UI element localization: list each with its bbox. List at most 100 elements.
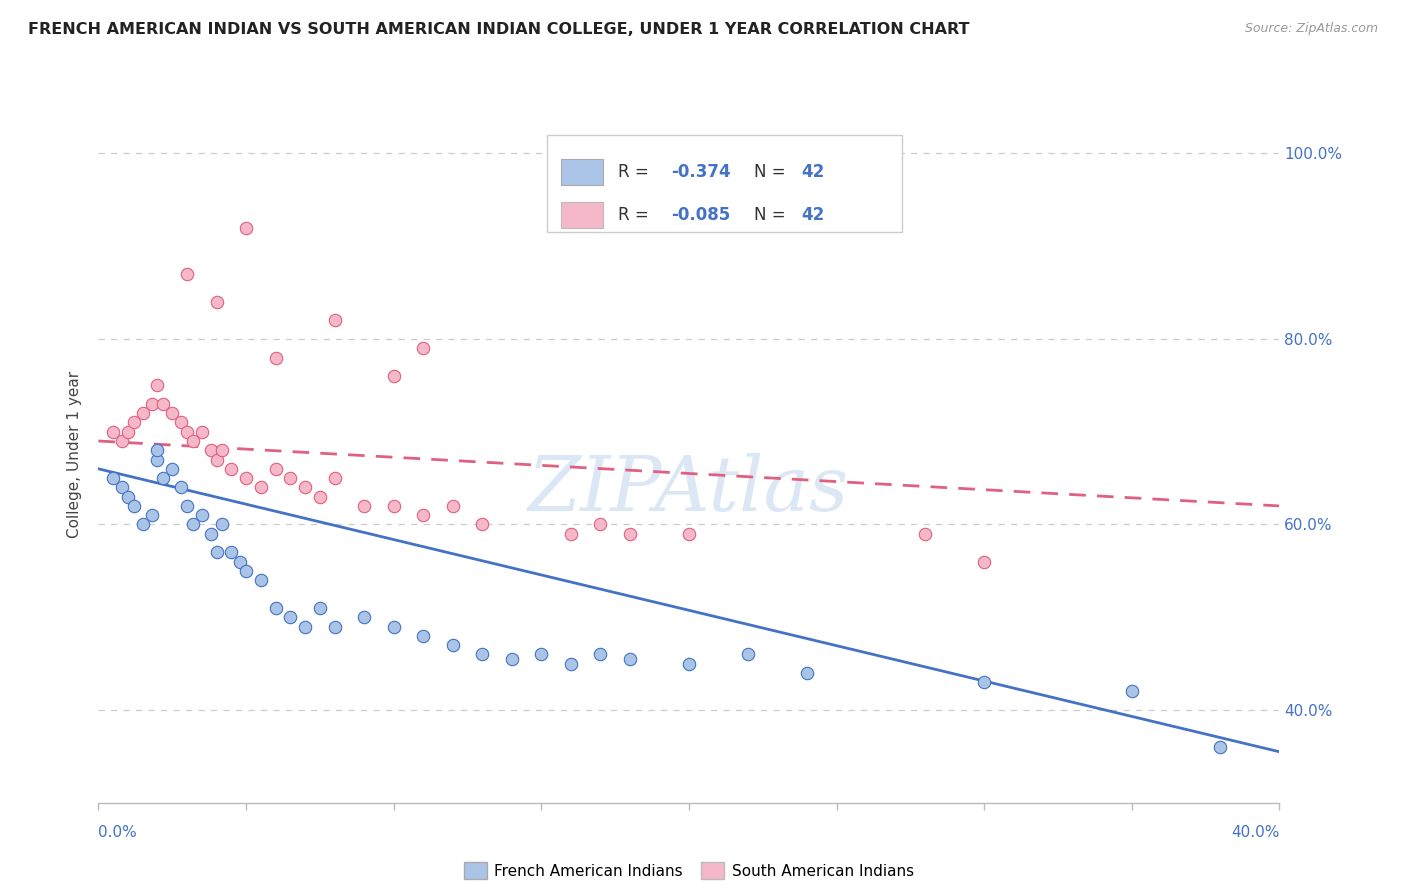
Point — [323, 471, 346, 485]
Point — [103, 471, 125, 485]
Point — [441, 638, 464, 652]
Point — [152, 471, 174, 485]
Point — [141, 397, 163, 411]
Point — [122, 499, 145, 513]
Point — [1121, 684, 1143, 698]
FancyBboxPatch shape — [561, 159, 603, 186]
Text: -0.374: -0.374 — [671, 163, 731, 181]
Point — [191, 425, 214, 439]
Point — [191, 508, 214, 523]
Point — [678, 526, 700, 541]
Point — [264, 462, 287, 476]
Point — [211, 443, 233, 458]
Point — [619, 652, 641, 666]
Point — [103, 425, 125, 439]
Point — [176, 499, 198, 513]
Point — [162, 462, 183, 476]
Point — [219, 545, 242, 559]
Text: R =: R = — [619, 206, 654, 224]
Legend: French American Indians, South American Indians: French American Indians, South American … — [458, 855, 920, 886]
Point — [619, 526, 641, 541]
Point — [560, 657, 582, 671]
Point — [162, 406, 183, 420]
Point — [678, 657, 700, 671]
Point — [309, 601, 332, 615]
Point — [412, 508, 434, 523]
Point — [353, 499, 375, 513]
Point — [294, 480, 316, 494]
Point — [471, 517, 494, 532]
Point — [589, 648, 612, 662]
Point — [471, 648, 494, 662]
Point — [152, 397, 174, 411]
Point — [181, 517, 204, 532]
Point — [211, 517, 233, 532]
Point — [796, 665, 818, 680]
Point — [323, 619, 346, 633]
Point — [530, 648, 553, 662]
Point — [176, 425, 198, 439]
Text: 40.0%: 40.0% — [1232, 825, 1279, 840]
Y-axis label: College, Under 1 year: College, Under 1 year — [67, 371, 83, 539]
Point — [235, 471, 257, 485]
Point — [501, 652, 523, 666]
Point — [250, 573, 273, 587]
Point — [323, 313, 346, 327]
Point — [382, 369, 405, 384]
Point — [353, 610, 375, 624]
Point — [589, 517, 612, 532]
Point — [1209, 740, 1232, 755]
Point — [229, 555, 252, 569]
Point — [111, 434, 134, 448]
Point — [973, 675, 995, 690]
Point — [264, 351, 287, 365]
Point — [560, 526, 582, 541]
Point — [146, 378, 169, 392]
Point — [170, 480, 193, 494]
Text: R =: R = — [619, 163, 654, 181]
Point — [737, 648, 759, 662]
Point — [200, 526, 222, 541]
Point — [441, 499, 464, 513]
Point — [278, 471, 302, 485]
Point — [141, 508, 163, 523]
Point — [146, 452, 169, 467]
Point — [117, 425, 139, 439]
Point — [264, 601, 287, 615]
Point — [278, 610, 302, 624]
Point — [117, 490, 139, 504]
Text: -0.085: -0.085 — [671, 206, 731, 224]
Point — [250, 480, 273, 494]
Point — [294, 619, 316, 633]
Point — [219, 462, 242, 476]
Text: N =: N = — [754, 206, 790, 224]
Point — [122, 416, 145, 430]
Point — [412, 629, 434, 643]
Point — [200, 443, 222, 458]
Point — [146, 443, 169, 458]
Text: ZIPAtlas: ZIPAtlas — [529, 453, 849, 526]
FancyBboxPatch shape — [561, 202, 603, 228]
Point — [382, 619, 405, 633]
Point — [170, 416, 193, 430]
Point — [176, 267, 198, 281]
Text: FRENCH AMERICAN INDIAN VS SOUTH AMERICAN INDIAN COLLEGE, UNDER 1 YEAR CORRELATIO: FRENCH AMERICAN INDIAN VS SOUTH AMERICAN… — [28, 22, 970, 37]
Text: 42: 42 — [801, 163, 824, 181]
Text: N =: N = — [754, 163, 790, 181]
Point — [181, 434, 204, 448]
Point — [382, 499, 405, 513]
Point — [205, 294, 228, 309]
Point — [914, 526, 936, 541]
Point — [205, 452, 228, 467]
Point — [309, 490, 332, 504]
Text: Source: ZipAtlas.com: Source: ZipAtlas.com — [1244, 22, 1378, 36]
Point — [973, 555, 995, 569]
Point — [235, 564, 257, 578]
FancyBboxPatch shape — [547, 135, 901, 232]
Point — [132, 517, 155, 532]
Point — [412, 341, 434, 355]
Point — [205, 545, 228, 559]
Point — [132, 406, 155, 420]
Text: 42: 42 — [801, 206, 824, 224]
Point — [111, 480, 134, 494]
